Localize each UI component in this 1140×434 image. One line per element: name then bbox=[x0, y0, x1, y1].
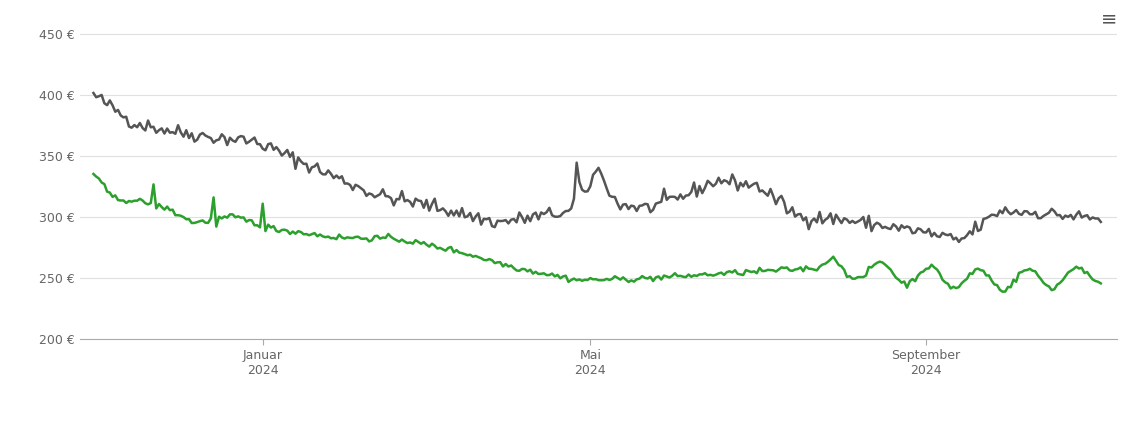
Text: ≡: ≡ bbox=[1101, 9, 1117, 28]
Legend: lose Ware, Sackware: lose Ware, Sackware bbox=[482, 428, 715, 434]
